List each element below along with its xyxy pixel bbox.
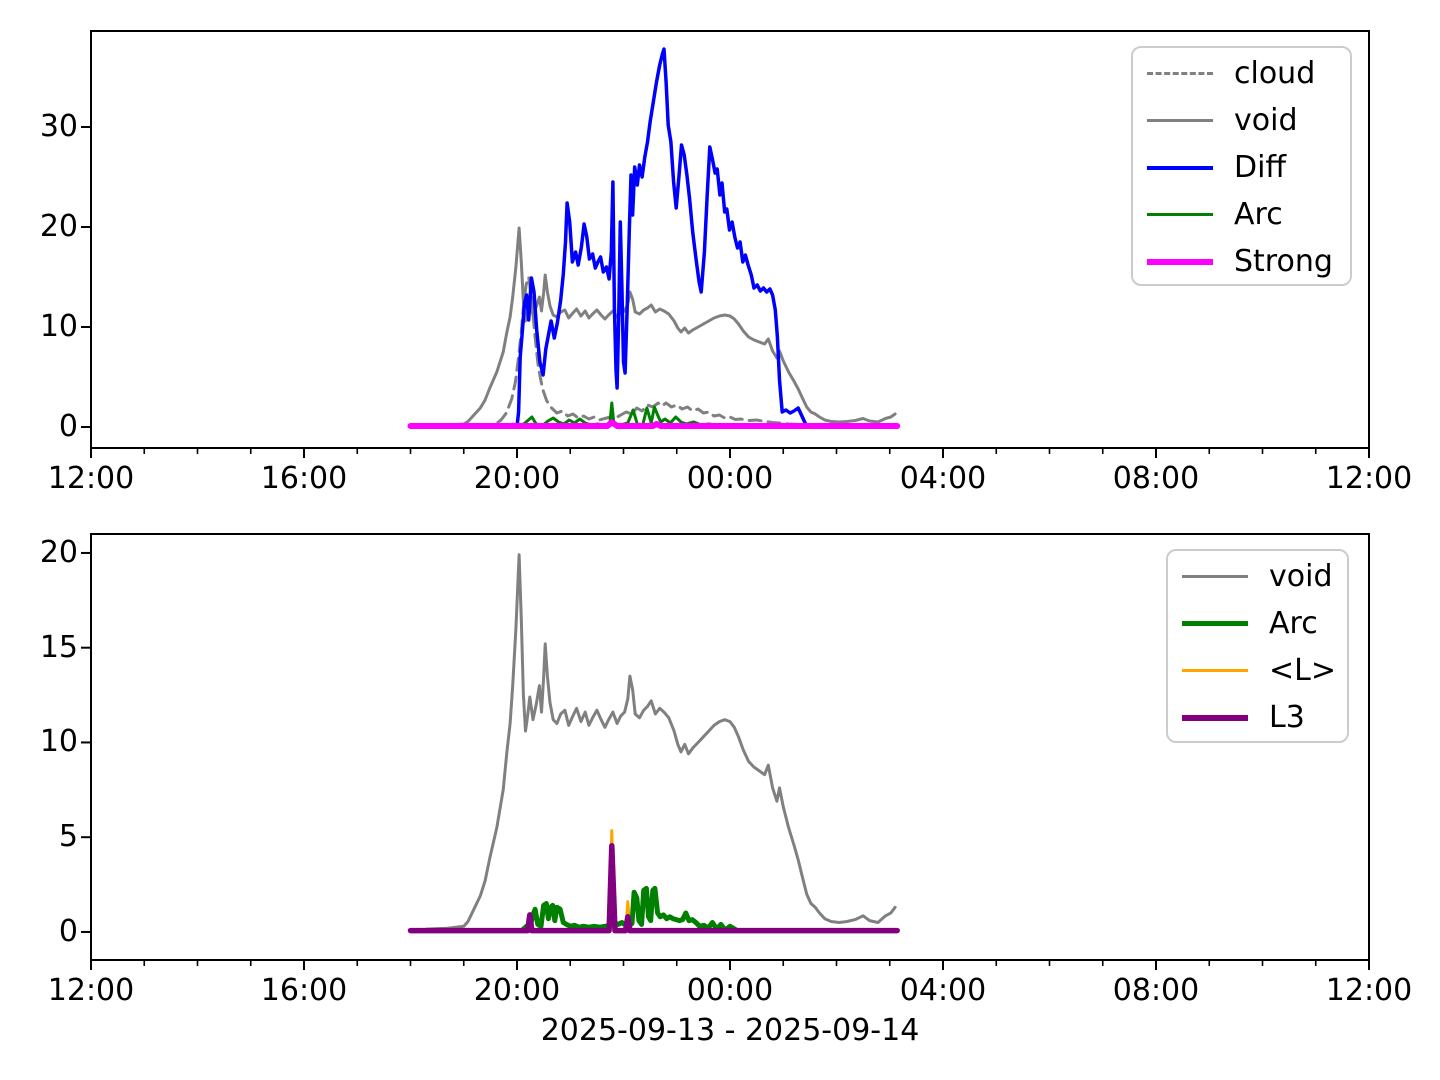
legend-label: Arc xyxy=(1234,196,1283,232)
top-ytick-10: 10 xyxy=(39,309,78,344)
bot-xtick-0400: 04:00 xyxy=(899,973,987,1008)
legend-label: void xyxy=(1269,558,1333,594)
void-line-swatch xyxy=(1147,119,1213,122)
legend-item-arc: Arc xyxy=(1182,600,1337,647)
legend-bottom: void Arc <L> L3 xyxy=(1166,549,1349,743)
bot-ytick-20: 20 xyxy=(39,535,78,570)
legend-item-void: void xyxy=(1147,97,1340,144)
legend-item-strong: Strong xyxy=(1147,238,1340,285)
bot-xtick-0800: 08:00 xyxy=(1112,973,1200,1008)
arc-line-swatch xyxy=(1182,621,1248,626)
bot-ytick-5: 5 xyxy=(58,819,78,854)
bot-ytick-10: 10 xyxy=(39,724,78,759)
legend-item-cloud: cloud xyxy=(1147,50,1340,97)
bot-xtick-2000: 20:00 xyxy=(473,973,561,1008)
legend-label: L3 xyxy=(1269,699,1305,735)
bot-xtick-0000: 00:00 xyxy=(686,973,774,1008)
l3-line-swatch xyxy=(1182,714,1248,721)
legend-item-l-angle: <L> xyxy=(1182,647,1337,694)
diff-line-swatch xyxy=(1147,165,1213,170)
cloud-line-swatch xyxy=(1147,72,1213,75)
legend-item-l3: L3 xyxy=(1182,694,1337,741)
top-ytick-20: 20 xyxy=(39,209,78,244)
top-xtick-0800: 08:00 xyxy=(1112,461,1200,496)
l-angle-line-swatch xyxy=(1182,669,1248,672)
legend-label: Diff xyxy=(1234,149,1287,185)
bot-xtick-1200b: 12:00 xyxy=(1325,973,1413,1008)
legend-label: Arc xyxy=(1269,605,1318,641)
legend-label: Strong xyxy=(1234,243,1333,279)
legend-label: void xyxy=(1234,102,1298,138)
legend-item-void: void xyxy=(1182,553,1337,600)
bot-ytick-0: 0 xyxy=(58,914,78,949)
void-line-swatch xyxy=(1182,575,1248,578)
top-ytick-30: 30 xyxy=(39,109,78,144)
legend-label: cloud xyxy=(1234,55,1316,91)
top-xtick-1600: 16:00 xyxy=(260,461,348,496)
bot-xtick-1600: 16:00 xyxy=(260,973,348,1008)
arc-line-swatch xyxy=(1147,213,1213,216)
legend-label: <L> xyxy=(1269,652,1336,688)
bot-xtick-1200a: 12:00 xyxy=(47,973,135,1008)
top-xtick-2000: 20:00 xyxy=(473,461,561,496)
x-axis-label: 2025-09-13 - 2025-09-14 xyxy=(540,1013,920,1048)
bot-ytick-15: 15 xyxy=(39,630,78,665)
top-xtick-1200b: 12:00 xyxy=(1325,461,1413,496)
top-xtick-0000: 00:00 xyxy=(686,461,774,496)
top-ytick-0: 0 xyxy=(58,409,78,444)
legend-top: cloud void Diff Arc Strong xyxy=(1131,46,1352,286)
top-xtick-1200a: 12:00 xyxy=(47,461,135,496)
strong-line-swatch xyxy=(1147,258,1213,265)
legend-item-arc: Arc xyxy=(1147,191,1340,238)
top-xtick-0400: 04:00 xyxy=(899,461,987,496)
legend-item-diff: Diff xyxy=(1147,144,1340,191)
